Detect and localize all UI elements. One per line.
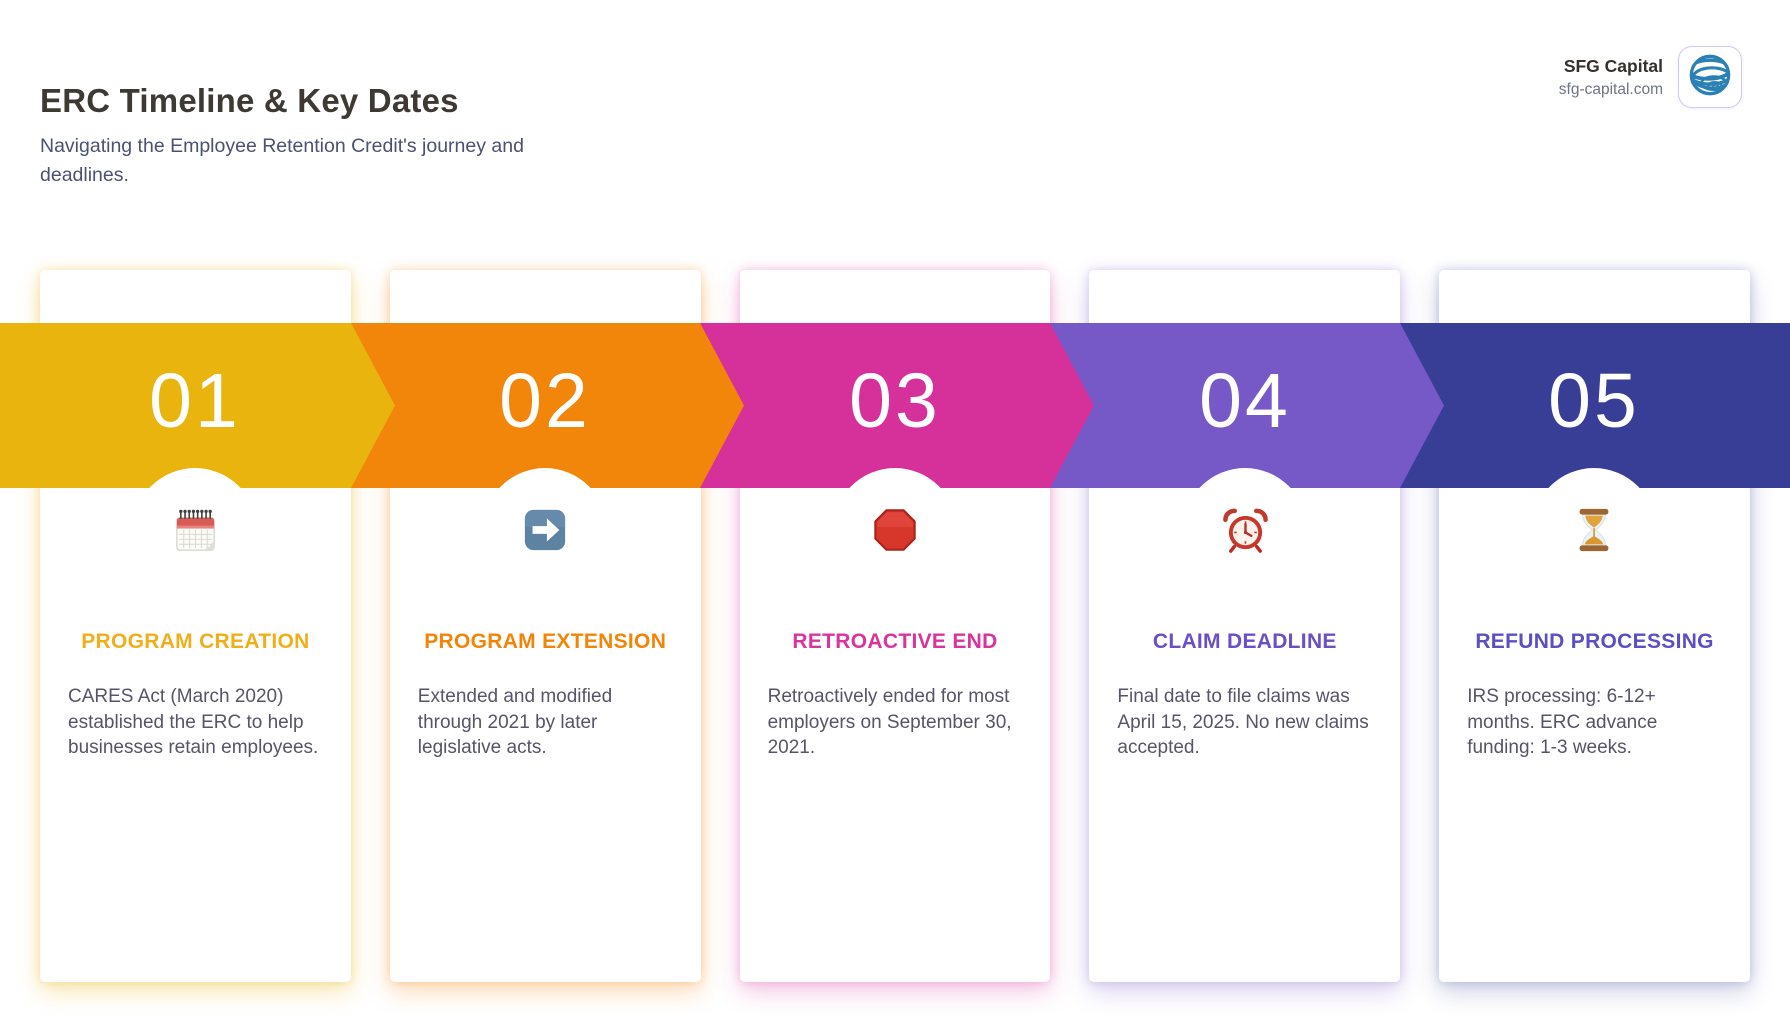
step-title: PROGRAM CREATION xyxy=(81,630,310,653)
alarm-clock-icon xyxy=(1222,507,1269,554)
chevron-segment-4 xyxy=(1050,323,1444,488)
brand-website: sfg-capital.com xyxy=(1558,80,1663,98)
step-icon-circle-5 xyxy=(1532,468,1656,592)
globe-spiral-icon xyxy=(1687,52,1733,103)
chevron-segment-2 xyxy=(351,323,744,488)
chevron-band xyxy=(0,323,1790,488)
step-number-1: 01 xyxy=(149,358,241,444)
step-icon-circle-1 xyxy=(133,468,257,592)
step-description: Retroactively ended for most employers o… xyxy=(767,686,1012,758)
step-number-3: 03 xyxy=(849,358,941,444)
page-subtitle: Navigating the Employee Retention Credit… xyxy=(40,135,524,186)
spiral-calendar-icon xyxy=(172,507,219,554)
chevron-segment-1 xyxy=(0,323,395,488)
brand-text: SFG Capital sfg-capital.com xyxy=(1559,56,1663,99)
step-title: CLAIM DEADLINE xyxy=(1152,630,1337,653)
brand-logo xyxy=(1678,46,1742,108)
step-icon-circle-3 xyxy=(833,468,957,592)
right-arrow-icon xyxy=(522,507,568,553)
step-description: IRS processing: 6-12+ months. ERC advanc… xyxy=(1467,686,1658,758)
step-description: CARES Act (March 2020) established the E… xyxy=(68,686,319,758)
step-title: PROGRAM EXTENSION xyxy=(424,630,667,653)
step-number-4: 04 xyxy=(1199,358,1291,444)
step-icon-circle-4 xyxy=(1183,468,1307,592)
chevron-segment-5 xyxy=(1400,323,1790,488)
stop-sign-icon xyxy=(872,507,918,553)
page-title: ERC Timeline & Key Dates xyxy=(40,82,459,119)
step-description: Extended and modified through 2021 by la… xyxy=(417,686,613,758)
step-number-2: 02 xyxy=(499,358,591,444)
step-number-5: 05 xyxy=(1548,358,1640,444)
hourglass-icon xyxy=(1571,507,1617,553)
step-title: RETROACTIVE END xyxy=(792,630,998,653)
step-description: Final date to file claims was April 15, … xyxy=(1117,686,1369,758)
chevron-segment-3 xyxy=(700,323,1094,488)
brand-name: SFG Capital xyxy=(1563,55,1663,76)
step-icon-circle-2 xyxy=(483,468,607,592)
step-title: REFUND PROCESSING xyxy=(1475,630,1714,653)
brand: SFG Capital sfg-capital.com xyxy=(1559,46,1742,108)
